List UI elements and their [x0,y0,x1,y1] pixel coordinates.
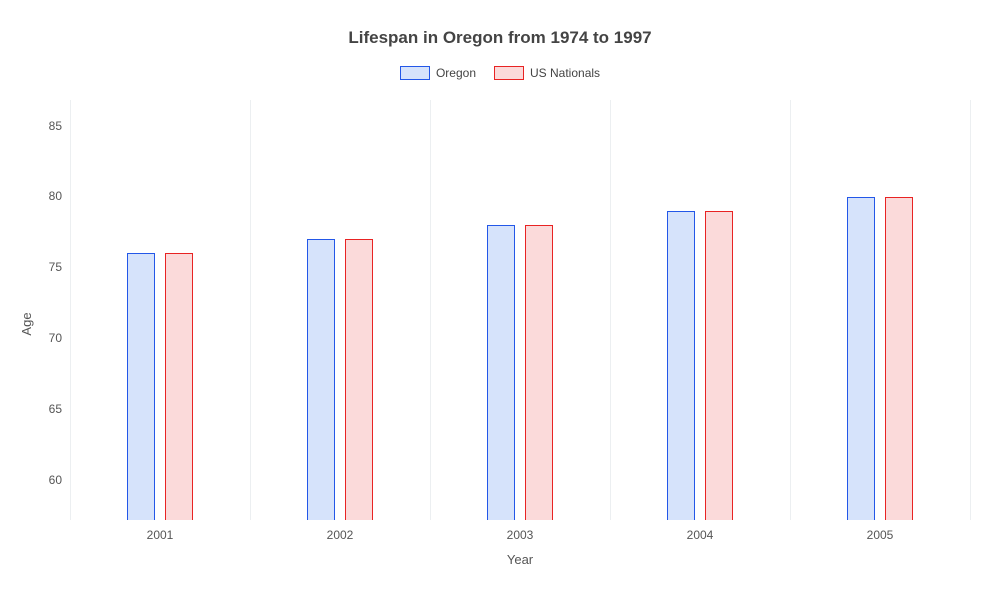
y-tick-label: 80 [49,189,70,203]
bar [345,239,373,520]
gridline-vertical [610,100,611,520]
bar [307,239,335,520]
x-tick-label: 2003 [507,520,534,542]
gridline-vertical [790,100,791,520]
gridline-vertical [970,100,971,520]
y-tick-label: 60 [49,473,70,487]
bar [165,253,193,520]
bar [127,253,155,520]
bar [667,211,695,520]
legend: Oregon US Nationals [0,66,1000,80]
legend-swatch-oregon [400,66,430,80]
y-tick-label: 65 [49,402,70,416]
legend-swatch-us-nationals [494,66,524,80]
y-tick-label: 70 [49,331,70,345]
x-tick-label: 2005 [867,520,894,542]
bar [487,225,515,520]
chart-title: Lifespan in Oregon from 1974 to 1997 [0,0,1000,48]
legend-item-oregon: Oregon [400,66,476,80]
legend-label-us-nationals: US Nationals [530,66,600,80]
y-tick-label: 75 [49,260,70,274]
plot-area: Age Year 6065707580852001200220032004200… [70,100,970,520]
gridline-vertical [70,100,71,520]
bar [525,225,553,520]
y-tick-label: 85 [49,119,70,133]
x-tick-label: 2004 [687,520,714,542]
gridline-vertical [430,100,431,520]
legend-item-us-nationals: US Nationals [494,66,600,80]
x-tick-label: 2001 [147,520,174,542]
x-tick-label: 2002 [327,520,354,542]
bar [847,197,875,521]
legend-label-oregon: Oregon [436,66,476,80]
bar [705,211,733,520]
chart-container: Lifespan in Oregon from 1974 to 1997 Ore… [0,0,1000,600]
bar [885,197,913,521]
gridline-vertical [250,100,251,520]
y-axis-label: Age [19,284,34,335]
